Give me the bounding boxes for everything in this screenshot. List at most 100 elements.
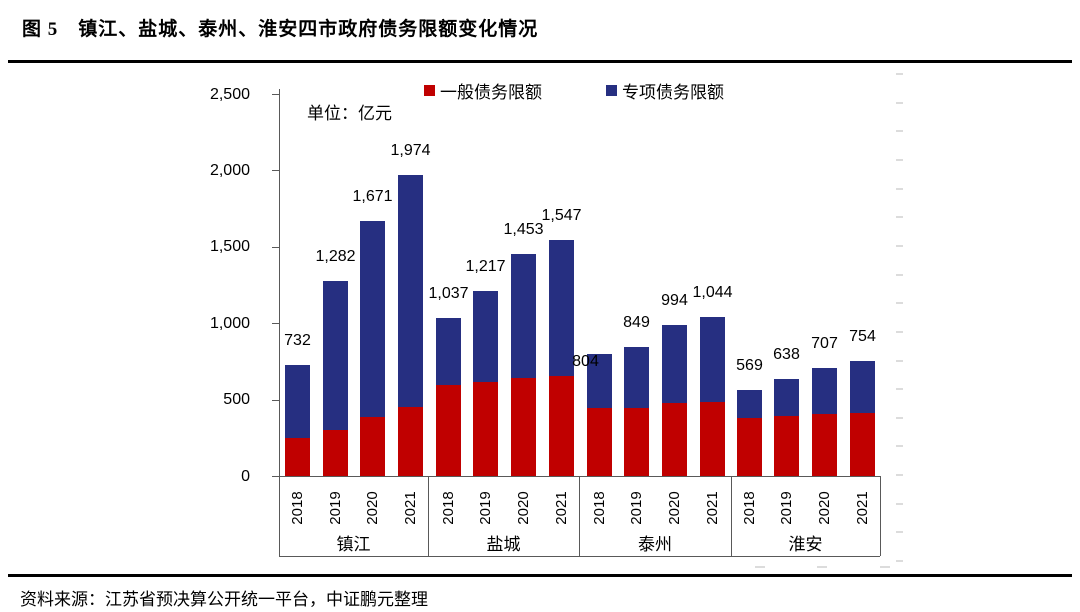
bar-segment-general — [285, 438, 310, 477]
bar-segment-special — [436, 318, 461, 385]
bar-segment-special — [737, 389, 762, 418]
bar-total-label: 1,037 — [428, 285, 469, 303]
x-axis-year-label: 2018 — [439, 491, 457, 525]
bar-total-label: 1,974 — [390, 141, 431, 159]
x-axis-year-label: 2021 — [853, 491, 871, 525]
faint-right-tick — [896, 531, 903, 534]
bar-segment-general — [737, 417, 762, 477]
y-axis-tick — [272, 246, 279, 248]
faint-right-tick — [896, 502, 903, 505]
bar-total-label: 569 — [736, 356, 763, 374]
legend-item-general: 一般债务限额 — [424, 78, 542, 103]
faint-right-tick — [896, 302, 903, 305]
faint-right-tick — [896, 273, 903, 276]
x-axis-year-label: 2019 — [627, 491, 645, 525]
y-axis-tick — [272, 399, 279, 401]
y-axis-tick-label: 2,500 — [209, 85, 250, 103]
bar-segment-special — [398, 174, 423, 407]
y-axis-tick — [272, 94, 279, 95]
faint-right-tick — [896, 244, 903, 247]
category-box-separator — [428, 476, 429, 556]
bar-segment-general — [323, 429, 348, 477]
bar-segment-general — [624, 408, 649, 477]
y-axis-tick — [272, 476, 279, 477]
x-axis-year-label: 2021 — [401, 491, 419, 525]
bar-segment-general — [511, 378, 536, 477]
bar-segment-special — [285, 364, 310, 439]
bar-total-label: 754 — [849, 328, 876, 346]
bar-total-label: 1,453 — [503, 221, 544, 239]
unit-label: 单位：亿元 — [307, 104, 392, 123]
bar-segment-general — [398, 406, 423, 477]
bar-segment-special — [812, 368, 837, 415]
bar-segment-general — [850, 413, 875, 477]
y-axis-tick-label: 0 — [241, 467, 250, 485]
faint-right-tick — [896, 330, 903, 333]
bar-total-label: 1,671 — [352, 188, 393, 206]
bar-segment-special — [624, 346, 649, 409]
category-box-separator — [579, 476, 580, 556]
bar-segment-special — [360, 221, 385, 418]
legend-label-general: 一般债务限额 — [440, 83, 542, 102]
bar-segment-special — [511, 254, 536, 379]
bar-total-label: 804 — [572, 352, 599, 370]
legend-swatch-special-icon — [606, 85, 617, 96]
bar-segment-general — [549, 375, 574, 477]
legend-item-special: 专项债务限额 — [606, 78, 724, 103]
category-box-bottom — [279, 556, 880, 557]
faint-right-tick — [896, 187, 903, 190]
y-axis-tick-label: 500 — [223, 391, 250, 409]
bar-total-label: 732 — [284, 331, 311, 349]
bottom-divider — [8, 574, 1072, 577]
bar-segment-special — [473, 290, 498, 383]
x-axis-year-label: 2021 — [552, 491, 570, 525]
x-axis-group-label: 淮安 — [788, 535, 823, 554]
y-axis-tick-label: 2,000 — [209, 161, 250, 179]
top-divider — [8, 60, 1072, 63]
source-note: 资料来源：江苏省预决算公开统一平台，中证鹏元整理 — [20, 590, 428, 609]
chart-legend: 一般债务限额 专项债务限额 — [424, 78, 724, 103]
x-axis-year-label: 2020 — [363, 491, 381, 525]
faint-right-tick — [896, 130, 903, 133]
x-axis-group-label: 泰州 — [638, 535, 672, 554]
legend-swatch-general-icon — [424, 85, 435, 96]
bar-segment-general — [700, 401, 725, 477]
x-axis-year-label: 2020 — [815, 491, 833, 525]
x-axis-year-label: 2018 — [740, 491, 758, 525]
category-box-separator — [880, 476, 881, 556]
faint-bottom-tick — [817, 566, 827, 568]
bar-total-label: 1,547 — [541, 207, 582, 225]
x-axis-year-label: 2019 — [777, 491, 795, 525]
faint-right-tick — [896, 216, 903, 219]
x-axis-year-label: 2018 — [590, 491, 608, 525]
y-axis-tick-label: 1,000 — [209, 314, 250, 332]
bar-total-label: 638 — [773, 346, 800, 363]
bar-segment-special — [774, 379, 799, 416]
figure-title: 图 5 镇江、盐城、泰州、淮安四市政府债务限额变化情况 — [22, 19, 539, 40]
bar-segment-general — [436, 384, 461, 477]
bar-segment-general — [473, 382, 498, 477]
bar-segment-general — [662, 403, 687, 477]
bar-total-label: 1,044 — [692, 283, 733, 301]
x-axis-group-label: 镇江 — [336, 535, 371, 554]
category-box-separator — [279, 476, 280, 556]
x-axis-year-label: 2018 — [288, 491, 306, 525]
bar-segment-special — [549, 240, 574, 376]
bar-total-label: 707 — [811, 335, 838, 353]
faint-right-tick — [896, 445, 903, 448]
faint-right-tick — [896, 101, 903, 104]
y-axis-tick — [272, 323, 279, 325]
faint-right-tick — [896, 416, 903, 419]
faint-right-tick — [896, 560, 903, 563]
bar-segment-special — [587, 353, 612, 409]
x-axis-year-label: 2020 — [514, 491, 532, 525]
bar-segment-special — [850, 361, 875, 414]
bar-segment-general — [774, 415, 799, 477]
bar-segment-general — [812, 414, 837, 477]
faint-right-tick — [896, 474, 903, 477]
faint-right-tick — [896, 73, 903, 75]
bar-total-label: 1,217 — [465, 257, 506, 275]
legend-label-special: 专项债务限额 — [622, 83, 724, 102]
bar-total-label: 849 — [623, 313, 650, 331]
